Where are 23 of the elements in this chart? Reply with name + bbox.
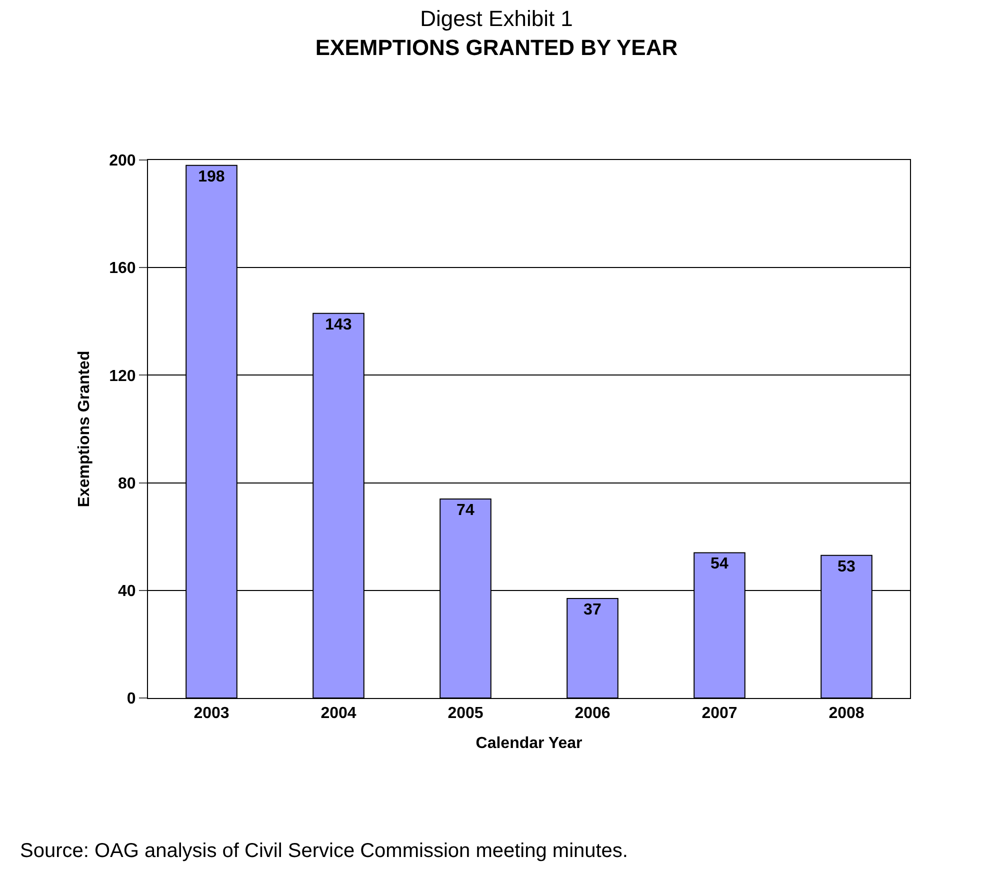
chart-title: Digest Exhibit 1: [420, 6, 573, 32]
data-label: 37: [584, 601, 602, 618]
x-tick-label: 2003: [194, 705, 230, 722]
data-label: 74: [456, 502, 474, 519]
x-tick-label: 2007: [702, 705, 738, 722]
data-label: 54: [710, 556, 728, 573]
y-tick-label: 160: [109, 260, 136, 278]
data-label: 198: [198, 168, 225, 186]
x-tick-label: 2004: [320, 705, 356, 722]
y-tick-label: 80: [118, 475, 136, 492]
chart-subtitle: EXEMPTIONS GRANTED BY YEAR: [315, 34, 678, 60]
x-tick-label: 2006: [574, 705, 610, 722]
x-tick-label: 2008: [828, 705, 864, 722]
x-tick-label: 2005: [448, 705, 484, 722]
y-axis-title: Exemptions Granted: [76, 350, 93, 508]
data-label: 53: [838, 558, 856, 576]
y-tick-label: 40: [118, 583, 136, 600]
data-label: 143: [325, 316, 352, 334]
y-tick-label: 120: [109, 368, 136, 385]
x-axis-title: Calendar Year: [476, 734, 582, 752]
y-tick-label: 0: [126, 690, 136, 708]
source-note: Source: OAG analysis of Civil Service Commission meeting minutes.: [20, 840, 628, 862]
y-tick-label: 200: [109, 152, 136, 170]
